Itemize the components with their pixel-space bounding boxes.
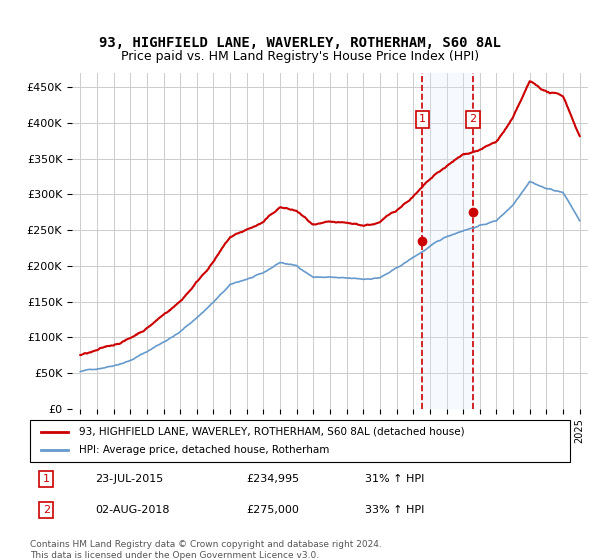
Text: 1: 1	[43, 474, 50, 484]
Text: 33% ↑ HPI: 33% ↑ HPI	[365, 505, 424, 515]
Text: £234,995: £234,995	[246, 474, 299, 484]
Text: Price paid vs. HM Land Registry's House Price Index (HPI): Price paid vs. HM Land Registry's House …	[121, 50, 479, 63]
Text: 2: 2	[469, 114, 476, 124]
Text: 23-JUL-2015: 23-JUL-2015	[95, 474, 163, 484]
Text: 1: 1	[419, 114, 426, 124]
Text: 93, HIGHFIELD LANE, WAVERLEY, ROTHERHAM, S60 8AL (detached house): 93, HIGHFIELD LANE, WAVERLEY, ROTHERHAM,…	[79, 427, 464, 437]
Text: £275,000: £275,000	[246, 505, 299, 515]
Text: 2: 2	[43, 505, 50, 515]
Text: 93, HIGHFIELD LANE, WAVERLEY, ROTHERHAM, S60 8AL: 93, HIGHFIELD LANE, WAVERLEY, ROTHERHAM,…	[99, 36, 501, 50]
Text: 02-AUG-2018: 02-AUG-2018	[95, 505, 169, 515]
Text: Contains HM Land Registry data © Crown copyright and database right 2024.
This d: Contains HM Land Registry data © Crown c…	[30, 540, 382, 560]
Bar	[422, 73, 473, 409]
FancyBboxPatch shape	[30, 420, 570, 462]
Text: 31% ↑ HPI: 31% ↑ HPI	[365, 474, 424, 484]
Text: HPI: Average price, detached house, Rotherham: HPI: Average price, detached house, Roth…	[79, 445, 329, 455]
